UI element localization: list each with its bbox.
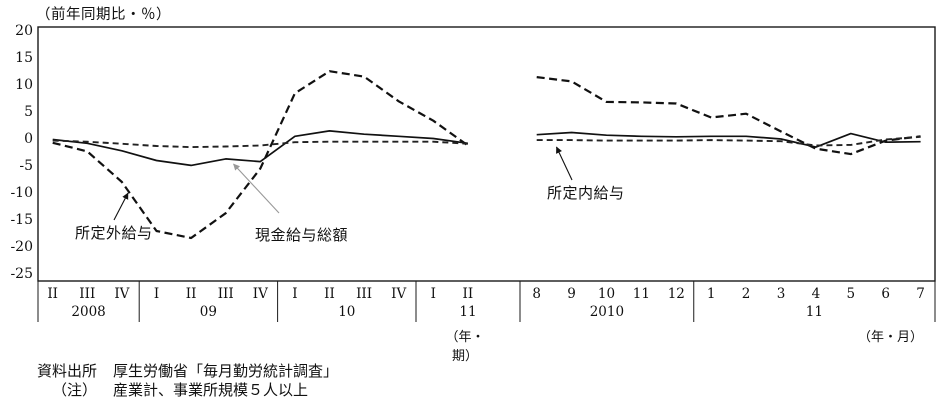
plot-border: [37, 26, 936, 282]
chart-canvas: [37, 26, 936, 322]
series-scheduled-quarterly-line: [52, 139, 468, 149]
note-row: （注） 産業計、事業所規模５人以上: [35, 381, 338, 400]
series-scheduled-monthly-line: [536, 135, 921, 147]
series-overtime-quarterly-line: [52, 70, 469, 240]
overtime-annotation-arrow-icon: [113, 192, 129, 221]
total-annotation-arrow-icon: [233, 163, 280, 214]
note-label: （注）: [51, 381, 97, 399]
axis-band-dividers: [37, 281, 936, 322]
source-row: 資料出所 厚生労働省「毎月勤労統計調査」: [35, 362, 338, 381]
footnotes: 資料出所 厚生労働省「毎月勤労統計調査」 （注） 産業計、事業所規模５人以上: [35, 362, 338, 400]
note-text: 産業計、事業所規模５人以上: [113, 381, 309, 399]
series-lines: [52, 70, 921, 240]
quarterly-axis-unit-label: （年・期）: [445, 330, 485, 364]
monthly-axis-unit-label: （年・月）: [858, 330, 924, 345]
overtime-series-label: 所定外給与: [75, 224, 153, 242]
series-total-quarterly-line: [52, 130, 469, 167]
chart-title: （前年同期比・％）: [36, 7, 171, 23]
source-label: 資料出所: [36, 362, 97, 380]
total-cash-series-label: 現金給与総額: [255, 226, 349, 244]
scheduled-series-label: 所定内給与: [547, 184, 625, 202]
scheduled-annotation-arrow-icon: [556, 146, 573, 181]
series-overtime-monthly-line: [536, 76, 921, 156]
series-total-monthly-line: [536, 131, 921, 148]
source-text: 厚生労働省「毎月勤労統計調査」: [113, 362, 339, 380]
